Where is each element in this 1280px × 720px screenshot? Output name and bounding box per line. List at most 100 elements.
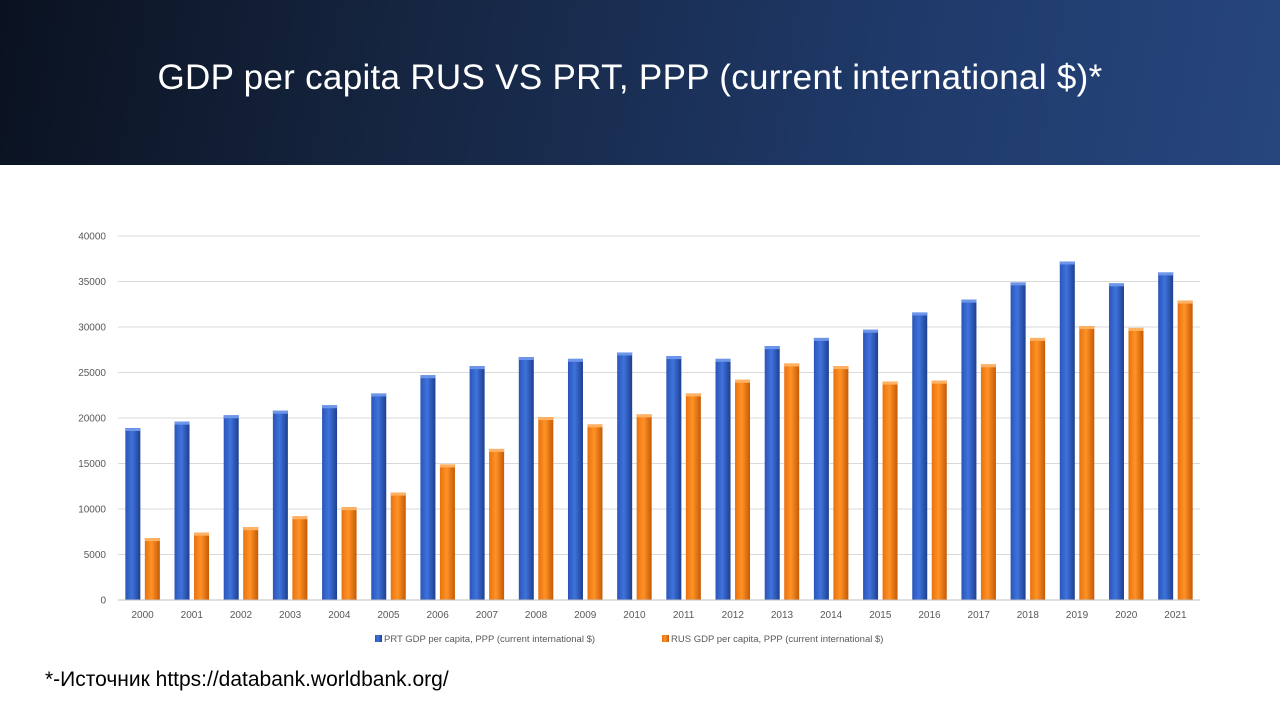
bar-body <box>636 414 652 600</box>
x-tick-label: 2014 <box>820 610 843 621</box>
bar-cap <box>1010 282 1026 286</box>
y-tick-label: 40000 <box>78 232 106 243</box>
bar-body <box>144 538 160 600</box>
rus-bar-2006 <box>439 464 455 600</box>
bar-body <box>685 393 701 600</box>
legend-item-prt: PRT GDP per capita, PPP (current interna… <box>375 634 595 645</box>
bar-body <box>735 379 751 600</box>
bar-body <box>223 415 239 600</box>
prt-bar-2007 <box>469 366 485 600</box>
prt-bar-2021 <box>1158 272 1174 600</box>
bar-cap <box>666 356 682 360</box>
prt-bar-2017 <box>961 299 977 600</box>
x-tick-label: 2004 <box>328 610 351 621</box>
prt-bar-2005 <box>371 393 387 600</box>
bar-cap <box>813 337 829 341</box>
bar-cap <box>1128 327 1144 331</box>
rus-bar-2013 <box>784 363 800 600</box>
bar-body <box>1108 283 1124 600</box>
rus-bar-2014 <box>833 366 849 600</box>
bar-body <box>567 358 583 600</box>
bar-body <box>174 421 190 600</box>
rus-bar-2009 <box>587 424 603 600</box>
legend-label: PRT GDP per capita, PPP (current interna… <box>384 634 595 645</box>
bar-cap <box>272 410 288 414</box>
bar-cap <box>764 346 780 350</box>
x-tick-label: 2010 <box>623 610 646 621</box>
y-tick-label: 0 <box>100 596 106 607</box>
prt-bar-2018 <box>1010 282 1026 600</box>
bar-cap <box>1177 300 1193 304</box>
bar-cap <box>784 363 800 367</box>
bar-body <box>784 363 800 600</box>
x-tick-label: 2005 <box>377 610 400 621</box>
bar-cap <box>223 415 239 419</box>
x-tick-label: 2018 <box>1017 610 1040 621</box>
bar-body <box>1158 272 1174 600</box>
bar-cap <box>587 424 603 428</box>
x-tick-label: 2000 <box>131 610 154 621</box>
y-tick-label: 30000 <box>78 323 106 334</box>
bar-body <box>882 381 898 600</box>
bar-body <box>764 346 780 600</box>
rus-bar-2011 <box>685 393 701 600</box>
legend-swatch <box>662 635 669 642</box>
x-tick-label: 2020 <box>1115 610 1138 621</box>
bar-body <box>371 393 387 600</box>
y-tick-label: 5000 <box>84 550 107 561</box>
bar-cap <box>371 393 387 397</box>
bar-cap <box>194 532 210 536</box>
bar-body <box>489 448 505 600</box>
bar-body <box>912 312 928 600</box>
x-tick-label: 2012 <box>722 610 745 621</box>
bar-body <box>617 352 633 600</box>
bar-cap <box>685 393 701 397</box>
bar-body <box>833 366 849 600</box>
bar-body <box>961 299 977 600</box>
prt-bar-2016 <box>912 312 928 600</box>
bar-body <box>863 329 879 600</box>
prt-bar-2009 <box>567 358 583 600</box>
rus-bar-2021 <box>1177 300 1193 600</box>
bar-cap <box>243 527 259 531</box>
prt-bar-2004 <box>322 405 338 600</box>
x-tick-label: 2016 <box>918 610 941 621</box>
prt-bar-2003 <box>272 410 288 600</box>
bar-cap <box>1108 283 1124 287</box>
bar-cap <box>174 421 190 425</box>
bars <box>125 261 1193 600</box>
y-axis-ticks: 0 5000 10000 15000 20000 25000 30000 35000 40000 <box>78 232 106 607</box>
prt-bar-2000 <box>125 428 141 600</box>
bar-body <box>292 516 308 600</box>
bar-cap <box>518 357 534 361</box>
rus-bar-2008 <box>538 417 554 600</box>
bar-body <box>1128 327 1144 600</box>
bar-body <box>272 410 288 600</box>
bar-cap <box>469 366 485 370</box>
bar-cap <box>980 364 996 368</box>
bar-cap <box>882 381 898 385</box>
rus-bar-2020 <box>1128 327 1144 600</box>
bar-cap <box>1079 326 1095 330</box>
x-tick-label: 2019 <box>1066 610 1089 621</box>
bar-body <box>1059 261 1075 600</box>
rus-bar-2016 <box>931 380 947 600</box>
x-tick-label: 2017 <box>968 610 991 621</box>
bar-body <box>666 356 682 600</box>
prt-bar-2013 <box>764 346 780 600</box>
x-tick-label: 2002 <box>230 610 253 621</box>
prt-bar-2012 <box>715 358 731 600</box>
prt-bar-2006 <box>420 375 436 600</box>
x-tick-label: 2011 <box>673 610 695 621</box>
bar-cap <box>735 379 751 383</box>
y-tick-label: 20000 <box>78 414 106 425</box>
rus-bar-2007 <box>489 448 505 600</box>
bar-cap <box>1059 261 1075 265</box>
rus-bar-2010 <box>636 414 652 600</box>
bar-chart: 0 5000 10000 15000 20000 25000 30000 35000 40000… <box>78 232 1200 645</box>
prt-bar-2002 <box>223 415 239 600</box>
rus-bar-2005 <box>390 492 406 600</box>
bar-body <box>813 337 829 600</box>
prt-bar-2001 <box>174 421 190 600</box>
